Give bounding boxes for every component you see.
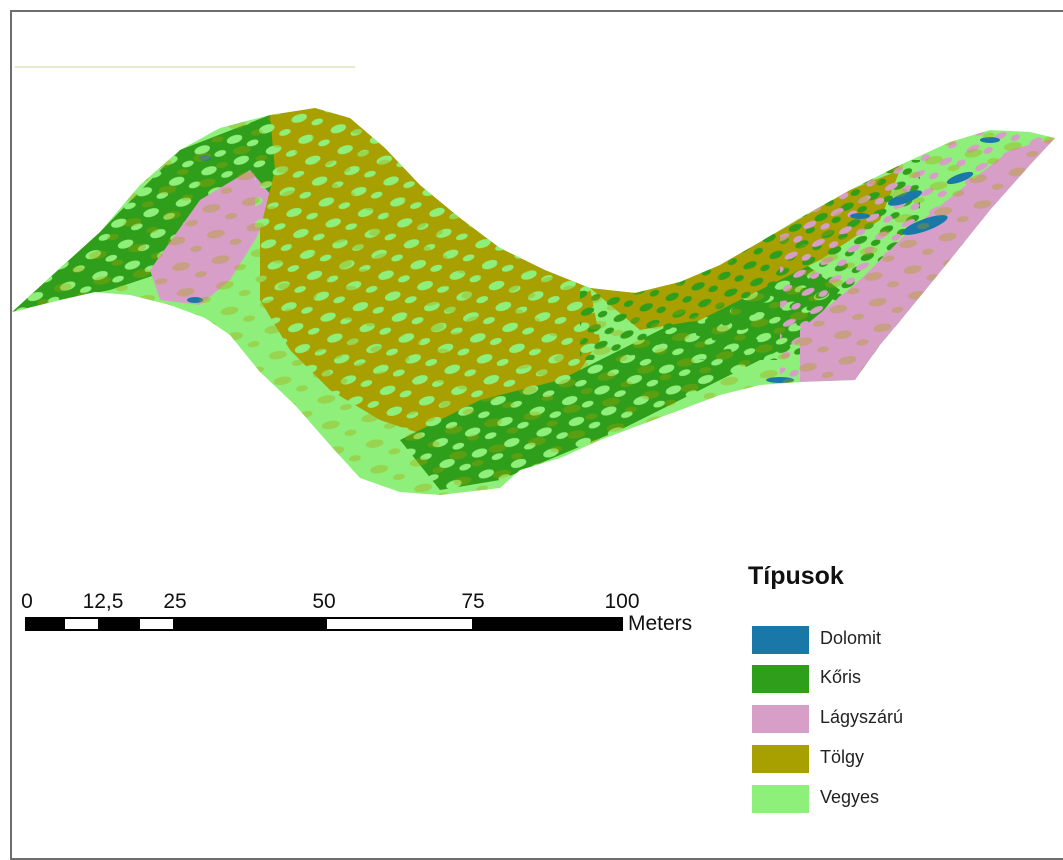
legend-label: Vegyes <box>820 787 880 807</box>
legend-label: Lágyszárú <box>820 707 904 727</box>
legend-title: Típusok <box>748 562 844 590</box>
legend-swatch <box>752 745 809 773</box>
terrain-surface <box>12 108 1055 495</box>
legend-swatch <box>752 665 809 693</box>
legend-swatch <box>752 705 809 733</box>
legend-swatch <box>752 785 809 813</box>
tolgy-speckle <box>12 108 1055 495</box>
legend-swatch <box>752 626 809 654</box>
legend-label: Kőris <box>820 667 862 687</box>
legend-label: Tölgy <box>820 747 865 767</box>
legend-label: Dolomit <box>820 628 882 648</box>
